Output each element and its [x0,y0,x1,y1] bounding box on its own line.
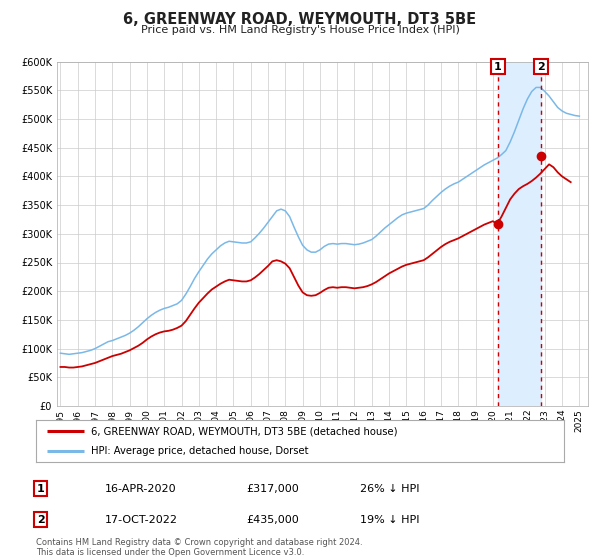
Text: 16-APR-2020: 16-APR-2020 [105,484,176,494]
Text: 19% ↓ HPI: 19% ↓ HPI [360,515,419,525]
Text: £435,000: £435,000 [246,515,299,525]
Text: £317,000: £317,000 [246,484,299,494]
Text: HPI: Average price, detached house, Dorset: HPI: Average price, detached house, Dors… [91,446,309,456]
Text: 17-OCT-2022: 17-OCT-2022 [105,515,178,525]
Text: Price paid vs. HM Land Registry's House Price Index (HPI): Price paid vs. HM Land Registry's House … [140,25,460,35]
Text: Contains HM Land Registry data © Crown copyright and database right 2024.: Contains HM Land Registry data © Crown c… [36,538,362,547]
Text: 2: 2 [537,62,545,72]
Text: 6, GREENWAY ROAD, WEYMOUTH, DT3 5BE (detached house): 6, GREENWAY ROAD, WEYMOUTH, DT3 5BE (det… [91,426,398,436]
Text: 1: 1 [494,62,502,72]
Text: 6, GREENWAY ROAD, WEYMOUTH, DT3 5BE: 6, GREENWAY ROAD, WEYMOUTH, DT3 5BE [124,12,476,27]
Text: 1: 1 [37,484,44,494]
Bar [498,62,541,406]
Text: This data is licensed under the Open Government Licence v3.0.: This data is licensed under the Open Gov… [36,548,304,557]
Text: 26% ↓ HPI: 26% ↓ HPI [360,484,419,494]
Text: 2: 2 [37,515,44,525]
